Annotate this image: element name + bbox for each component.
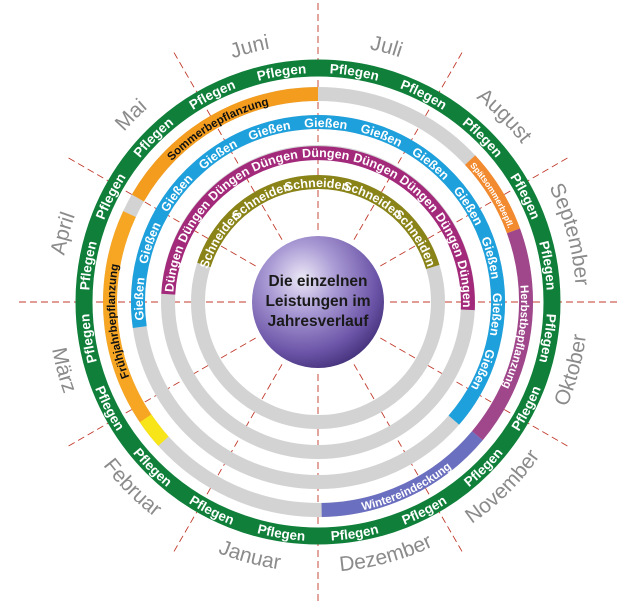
giessen-label: Gießen — [487, 293, 504, 337]
giessen-label: Gießen — [409, 145, 451, 183]
pflegen-label: Pflegen — [536, 313, 559, 364]
schneiden-label: Schneiden — [391, 207, 438, 268]
giessen-label: Gießen — [136, 220, 163, 265]
month-label-april: April — [46, 209, 79, 257]
giessen-segment — [131, 115, 505, 425]
duengen-label: Düngen — [301, 146, 350, 163]
sommer-segment — [131, 87, 319, 202]
month-divider-line — [66, 337, 256, 448]
center-sphere: Die einzelnen Leistungen im Jahresverlau… — [252, 236, 384, 368]
pflegen-label: Pflegen — [329, 61, 380, 84]
month-divider-line — [66, 156, 256, 267]
giessen-label: Gießen — [451, 184, 486, 228]
giessen-label: Gießen — [304, 116, 348, 132]
schneiden-label: Schneiden — [283, 176, 351, 194]
duengen-segment — [161, 146, 475, 311]
month-divider-line — [353, 364, 464, 554]
month-divider-line — [353, 50, 464, 240]
month-divider-line — [380, 337, 570, 448]
month-label-märz: März — [47, 345, 81, 395]
herbst-segment — [471, 228, 533, 441]
spaetsommer-segment — [464, 155, 521, 234]
month-label-juli: Juli — [368, 32, 405, 63]
giessen-label: Gießen — [196, 137, 240, 173]
month-label-juni: Juni — [227, 31, 271, 63]
schneiden-segment — [197, 175, 440, 269]
month-divider-line — [172, 364, 283, 554]
center-label-line-2: Leistungen im — [265, 293, 370, 310]
month-label-mai: Mai — [111, 95, 152, 136]
giessen-label: Gießen — [468, 347, 497, 392]
fruehjahr-accent — [139, 414, 169, 446]
pflegen-ring — [75, 59, 561, 545]
duengen-label: Düngen — [162, 243, 186, 292]
duengen-label: Düngen — [206, 164, 252, 204]
fruehjahr-label: Frühjahrbepflanzung — [106, 263, 132, 380]
month-divider-line — [172, 50, 283, 240]
center-label-line-1: Die einzelnen — [268, 273, 367, 290]
giessen-label: Gießen — [359, 121, 404, 149]
activity-rings — [75, 59, 561, 545]
duengen-label: Düngen — [454, 259, 474, 308]
month-divider-line — [380, 156, 570, 267]
giessen-label: Gießen — [158, 172, 195, 215]
center-label-line-3: Jahresverlauf — [268, 313, 370, 330]
fruehjahr-segment — [103, 211, 162, 438]
winter-segment — [321, 431, 483, 517]
pflegen-label: Pflegen — [77, 239, 100, 290]
month-label-januar: Januar — [216, 536, 283, 574]
giessen-label: Gießen — [132, 277, 148, 321]
schneiden-label: Schneiden — [229, 179, 292, 222]
